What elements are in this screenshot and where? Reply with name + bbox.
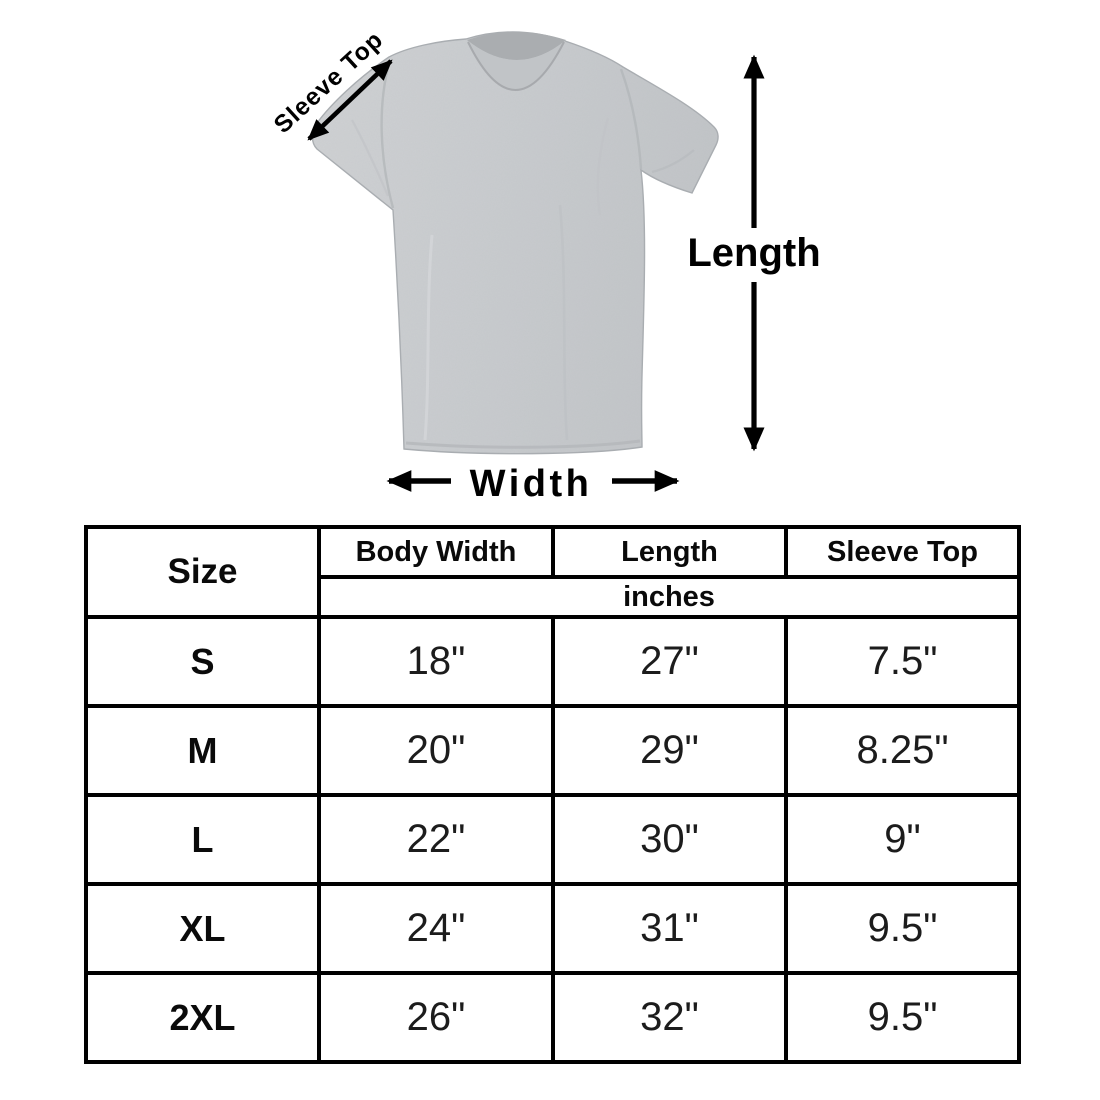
table-row-xl: XL 24" 31" 9.5" xyxy=(84,882,1021,975)
sleeve-top-cell: 7.5" xyxy=(784,615,1021,708)
sleeve-top-cell: 9" xyxy=(784,793,1021,886)
sleeve-top-cell: 9.5" xyxy=(784,882,1021,975)
sleeve-top-cell: 9.5" xyxy=(784,971,1021,1064)
body-width-cell: 24" xyxy=(317,882,555,975)
length-label: Length xyxy=(687,231,820,275)
table-header-row: Size Body Width Length Sleeve Top xyxy=(84,525,1021,619)
size-chart-table: Size Body Width Length Sleeve Top inches… xyxy=(84,525,1021,1064)
body-width-cell: 18" xyxy=(317,615,555,708)
tshirt-measurement-diagram: Sleeve Top Length Width xyxy=(269,26,821,505)
sleeve-top-arrow xyxy=(307,59,393,141)
table-row-s: S 18" 27" 7.5" xyxy=(84,615,1021,708)
size-cell: XL xyxy=(84,882,321,975)
col-header-size: Size xyxy=(84,525,321,619)
unit-label: inches xyxy=(317,575,1021,619)
size-cell: M xyxy=(84,704,321,797)
size-cell: 2XL xyxy=(84,971,321,1064)
width-label: Width xyxy=(470,463,593,505)
length-cell: 31" xyxy=(551,882,788,975)
body-width-cell: 20" xyxy=(317,704,555,797)
col-header-sleeve-top: Sleeve Top xyxy=(784,525,1021,579)
table-row-m: M 20" 29" 8.25" xyxy=(84,704,1021,797)
size-cell: S xyxy=(84,615,321,708)
tshirt-illustration xyxy=(311,31,719,455)
sleeve-top-cell: 8.25" xyxy=(784,704,1021,797)
length-cell: 30" xyxy=(551,793,788,886)
tshirt-collar-opening xyxy=(467,32,566,60)
length-cell: 29" xyxy=(551,704,788,797)
tshirt-hem xyxy=(405,439,641,449)
col-header-length: Length xyxy=(551,525,788,579)
table-row-l: L 22" 30" 9" xyxy=(84,793,1021,886)
body-width-cell: 26" xyxy=(317,971,555,1064)
table-unit-row: inches xyxy=(86,575,1021,619)
length-cell: 27" xyxy=(551,615,788,708)
length-cell: 32" xyxy=(551,971,788,1064)
body-width-cell: 22" xyxy=(317,793,555,886)
col-header-body-width: Body Width xyxy=(317,525,555,579)
table-row-2xl: 2XL 26" 32" 9.5" xyxy=(84,971,1021,1064)
size-cell: L xyxy=(84,793,321,886)
